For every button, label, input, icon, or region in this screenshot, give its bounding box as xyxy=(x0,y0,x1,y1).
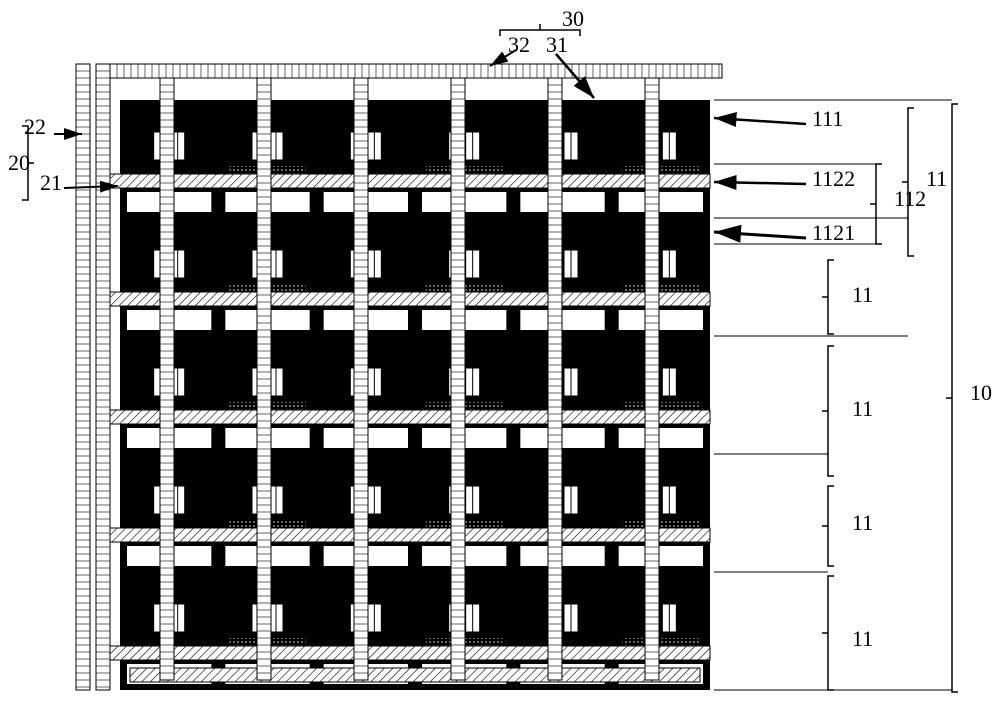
label-20: 20 xyxy=(8,150,30,176)
label-10: 10 xyxy=(970,380,992,406)
label-112: 112 xyxy=(894,186,926,212)
label-1121: 1121 xyxy=(812,220,855,246)
label-11-b: 11 xyxy=(852,282,873,308)
label-1122: 1122 xyxy=(812,166,855,192)
label-30: 30 xyxy=(562,6,584,32)
label-32: 32 xyxy=(508,32,530,58)
label-31: 31 xyxy=(546,32,568,58)
diagram-svg xyxy=(0,0,1000,708)
label-11-d: 11 xyxy=(852,510,873,536)
label-22: 22 xyxy=(24,114,46,140)
label-11-e: 11 xyxy=(852,626,873,652)
label-11-c: 11 xyxy=(852,396,873,422)
label-21: 21 xyxy=(40,170,62,196)
label-11-a: 11 xyxy=(926,166,947,192)
diagram-stage: 32303122202111111221121112111111111110 xyxy=(0,0,1000,708)
label-111: 111 xyxy=(812,106,843,132)
